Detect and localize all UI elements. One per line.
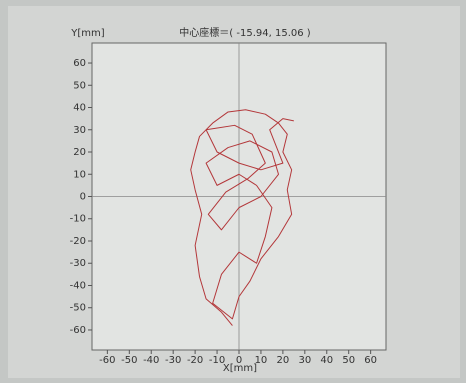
x-tick-label: 50 xyxy=(342,355,355,366)
x-tick-label: -30 xyxy=(165,355,181,366)
x-tick-label: 40 xyxy=(320,355,333,366)
x-tick-label: 20 xyxy=(277,355,290,366)
y-tick-label: -40 xyxy=(70,280,86,291)
chart-title: 中心座標＝( -15.94, 15.06 ) xyxy=(179,26,310,39)
y-tick-label: -20 xyxy=(70,236,86,247)
x-tick-label: 30 xyxy=(298,355,311,366)
y-axis-label: Y[mm] xyxy=(70,28,104,39)
x-tick-label: -10 xyxy=(209,355,225,366)
y-tick-label: 60 xyxy=(73,58,86,69)
x-tick-label: -40 xyxy=(143,355,159,366)
x-tick-label: 0 xyxy=(236,355,242,366)
y-tick-label: 10 xyxy=(73,169,86,180)
chart: Y[mm] 中心座標＝( -15.94, 15.06 ) X[mm] -60-5… xyxy=(0,0,466,383)
y-tick-label: -10 xyxy=(70,214,86,225)
x-tick-label: -50 xyxy=(121,355,137,366)
y-tick-label: -60 xyxy=(70,325,86,336)
y-tick-label: 30 xyxy=(73,125,86,136)
y-tick-label: -50 xyxy=(70,303,86,314)
y-tick-label: 0 xyxy=(80,192,86,203)
x-tick-label: -60 xyxy=(99,355,115,366)
y-tick-label: 50 xyxy=(73,80,86,91)
y-tick-label: 40 xyxy=(73,103,86,114)
y-tick-label: -30 xyxy=(70,258,86,269)
y-tick-label: 20 xyxy=(73,147,86,158)
x-tick-label: 10 xyxy=(255,355,268,366)
x-tick-label: 60 xyxy=(364,355,377,366)
x-tick-label: -20 xyxy=(187,355,203,366)
